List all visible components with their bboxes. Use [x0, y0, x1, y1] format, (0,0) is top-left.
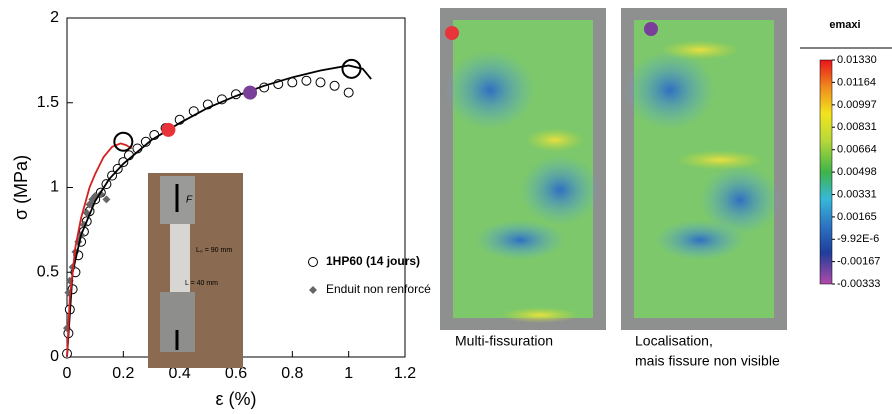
inset-label: L = 40 mm: [185, 280, 218, 287]
strain-map: Multi-fissuration: [440, 8, 606, 349]
plot-area: 0 0.2 0.4 0.6 0.8 1 1.2 0 0.5 1 1.5 2 ε (%) σ (MPa) 1H…: [11, 9, 431, 409]
fit-curve: [66, 142, 133, 358]
x-tick-label: 1.2: [394, 365, 416, 382]
inset-label: L₀ = 90 mm: [196, 247, 232, 254]
y-tick-label: 1.5: [37, 94, 59, 111]
inset-photo: F L₀ = 90 mm L = 40 mm: [148, 173, 243, 368]
highlight-point: [243, 85, 258, 100]
colorbar-label: 0.00664: [837, 144, 877, 156]
colorbar-label: 0.00498: [837, 166, 877, 178]
y-tick-label: 2: [50, 9, 59, 26]
colorbar-label: -0.00333: [837, 278, 880, 290]
highlight-point: [113, 131, 134, 152]
legend-marker: [309, 286, 317, 294]
colorbar-label: 0.00831: [837, 121, 877, 133]
legend-marker: [308, 257, 318, 267]
x-tick-label: 0.8: [281, 365, 303, 382]
data-point: [329, 80, 340, 91]
y-axis-label: σ (MPa): [11, 155, 31, 220]
x-tick-label: 0.2: [112, 365, 134, 382]
y-tick-label: 1: [50, 179, 59, 196]
x-tick-label: 1: [344, 365, 353, 382]
caption: Localisation,: [635, 333, 713, 349]
highlight-point: [341, 58, 362, 79]
data-point: [315, 77, 326, 88]
data-point: [301, 75, 312, 86]
x-tick-label: 0: [63, 365, 72, 382]
data-point: [118, 157, 129, 168]
legend-label: Enduit non renforcé: [326, 282, 431, 296]
data-point: [102, 195, 111, 204]
caption: mais fissure non visible: [635, 353, 780, 369]
x-tick-label: 0.4: [169, 365, 191, 382]
colorbar-label: -0.00167: [837, 256, 880, 268]
x-tick-label: 0.6: [225, 365, 247, 382]
colorbar-label: 0.01164: [837, 76, 876, 88]
highlight-point: [161, 122, 176, 137]
y-tick-label: 0: [50, 348, 59, 365]
colorbar-label: 0.01330: [837, 54, 877, 66]
x-axis-label: ε (%): [215, 389, 256, 409]
data-point: [287, 77, 298, 88]
colorbar-label: 0.00997: [837, 99, 877, 111]
colorbar-label: 0.00165: [837, 211, 877, 223]
y-tick-label: 0.5: [37, 263, 59, 280]
inset-label: F: [186, 195, 193, 206]
colorbar-title: emaxi: [829, 19, 860, 31]
colorbar-label: 0.00331: [837, 188, 877, 200]
strain-map: Localisation, mais fissure non visible: [621, 8, 787, 369]
colorbar-label: -9.92E-6: [837, 233, 879, 245]
fit-curve: [66, 64, 372, 358]
legend-label: 1HP60 (14 jours): [326, 254, 420, 268]
data-point: [343, 87, 354, 98]
caption: Multi-fissuration: [455, 333, 553, 349]
